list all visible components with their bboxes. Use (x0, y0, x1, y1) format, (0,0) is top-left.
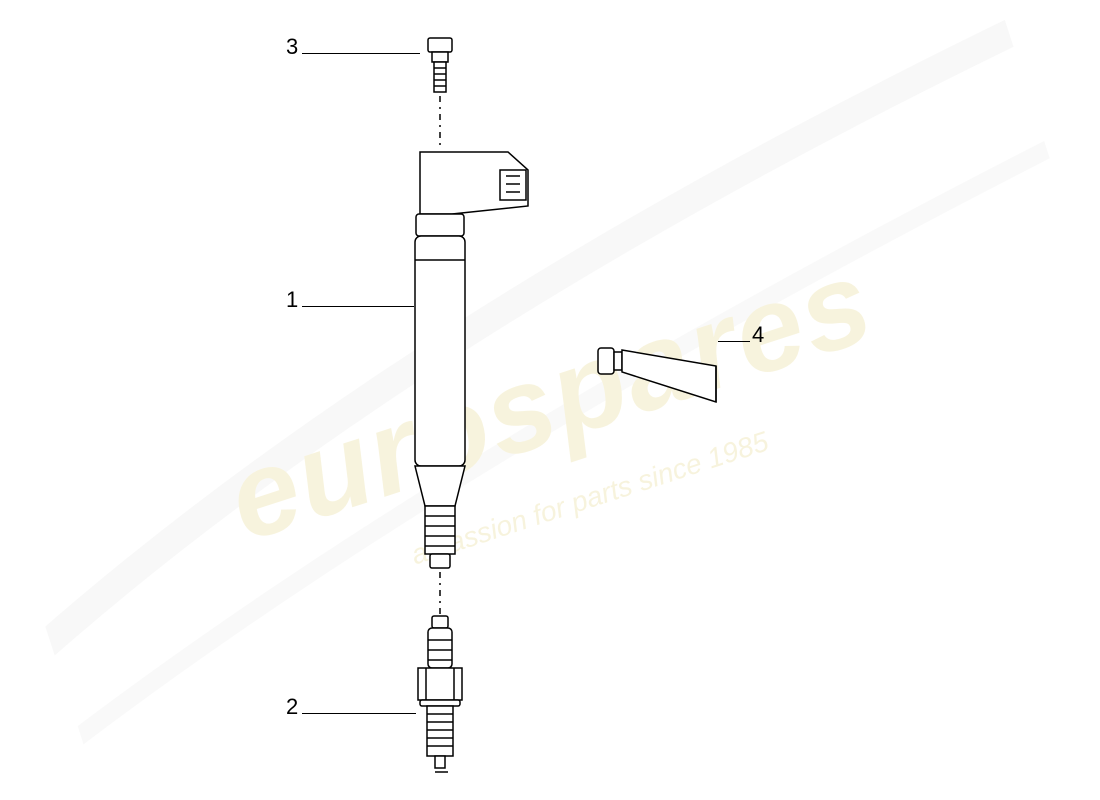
part-grease-tube (598, 348, 716, 402)
callout-leader-1 (302, 306, 414, 307)
callout-leader-2 (302, 713, 416, 714)
callout-leader-3 (302, 53, 420, 54)
parts-drawing-svg (0, 0, 1100, 800)
callout-label-1: 1 (286, 287, 298, 313)
callout-label-3: 3 (286, 34, 298, 60)
part-bolt (428, 38, 452, 150)
part-spark-plug (418, 616, 462, 772)
part-ignition-coil (415, 152, 528, 626)
callout-label-4: 4 (752, 322, 764, 348)
diagram-stage: eurospares a passion for parts since 198… (0, 0, 1100, 800)
callout-leader-4 (718, 341, 750, 342)
callout-label-2: 2 (286, 694, 298, 720)
